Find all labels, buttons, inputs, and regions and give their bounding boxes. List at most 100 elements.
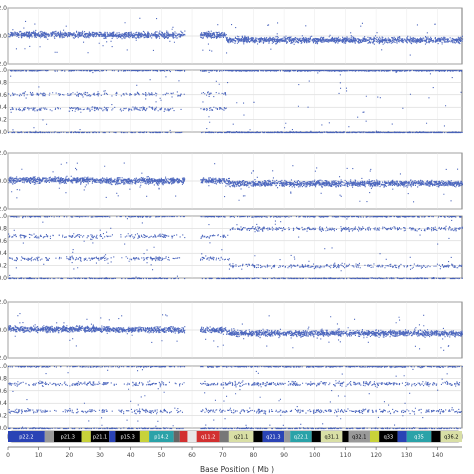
x-tick-label: 50 [158,452,166,459]
ideogram-band [179,431,188,442]
ideogram-band-label: p22.2 [19,435,33,441]
ideogram-band [54,431,82,442]
ideogram-band-label: q21.1 [234,435,248,441]
panel-frame [7,215,463,279]
y-tick-label: 1.0 [0,363,7,370]
panel-frame [7,365,463,429]
data-points [8,162,464,203]
panel-frame [7,69,463,133]
y-tick-label: 0.2 [0,413,7,420]
ideogram-band [109,431,116,442]
ideogram-band [311,431,321,442]
ideogram-band [284,431,291,442]
y-tick-label: 2.0 [0,299,7,306]
ideogram-band [44,431,55,442]
ideogram-band-label: q33 [384,435,394,441]
ideogram-band [90,431,110,442]
ideogram-band [290,431,312,442]
y-tick-label: 0.0 [0,129,7,136]
y-tick-label: 0.4 [0,250,7,257]
ideogram-band [149,431,174,442]
y-tick-label: 0.0 [0,327,7,334]
ideogram-band [187,431,197,442]
ideogram-band [320,431,343,442]
x-tick-label: 140 [432,452,444,459]
x-tick-label: 80 [250,452,258,459]
ideogram-band-label: q21.3 [266,435,280,441]
y-tick-label: 1.0 [0,67,7,74]
ideogram-band-label: p14.2 [154,435,168,441]
x-tick-label: 40 [127,452,135,459]
ideogram-band-label: q31.1 [324,435,338,441]
data-points [8,313,463,351]
ideogram-band [8,431,45,442]
ideogram-band [262,431,285,442]
ideogram-band [253,431,263,442]
x-tick-label: 60 [188,452,196,459]
lrr-panel: 2.0 0.0 -2.0 [0,5,464,68]
ideogram-band [431,431,441,442]
ideogram-band-label: q35 [414,435,424,441]
x-axis: 0 10 20 30 40 50 60 70 80 90 100 110 120 130 140 [6,446,462,459]
baf-panel: 1.0 0.8 0.6 0.4 0.2 0.0 [0,213,463,282]
ideogram-band [139,431,150,442]
ideogram-band-label: p15.3 [120,435,134,441]
y-tick-label: 0.8 [0,375,7,382]
ideogram-band [228,431,254,442]
x-tick-label: 10 [35,452,43,459]
ideogram-band [342,431,349,442]
chromosome-ideogram: p22.2 p21.3 p21.1 p15.3 p14.2 q11.2 q21.1 q21.3… [7,430,463,443]
x-tick-label: 130 [401,452,413,459]
x-tick-label: 0 [6,452,10,459]
panels-layer: 2.00.0-2.01.00.80.60.40.20.02.00.0-2.01.… [0,5,464,432]
ideogram-band [219,431,229,442]
ideogram-band [379,431,398,442]
x-tick-label: 110 [340,452,352,459]
baf-panel: 1.0 0.8 0.6 0.4 0.2 0.0 [0,363,463,432]
ideogram-band-label: p21.1 [93,435,107,441]
lrr-panel: 2.0 0.0 -2.0 [0,299,463,362]
ideogram-band [81,431,91,442]
ideogram-band [196,431,220,442]
y-tick-label: 2.0 [0,5,7,12]
y-tick-label: -2.0 [0,61,7,68]
ideogram-band [369,431,380,442]
y-tick-label: 2.0 [0,150,7,157]
ideogram-band [348,431,370,442]
ideogram-band-label: p21.3 [61,435,75,441]
ideogram-band [406,431,432,442]
y-tick-label: 0.0 [0,275,7,282]
ideogram-band [397,431,407,442]
x-tick-label: 90 [280,452,288,459]
y-tick-label: 0.6 [0,238,7,245]
x-tick-label: 30 [96,452,104,459]
baf-panel: 1.0 0.8 0.6 0.4 0.2 0.0 [0,67,463,136]
x-tick-label: 120 [370,452,382,459]
y-tick-label: 0.0 [0,425,7,432]
ideogram-band-label: q36.2 [444,435,458,441]
y-tick-label: 0.4 [0,104,7,111]
y-tick-label: -2.0 [0,355,7,362]
x-tick-label: 20 [66,452,74,459]
y-tick-label: 0.2 [0,263,7,270]
ideogram-band [440,431,462,442]
y-tick-label: 0.0 [0,178,7,185]
ideogram-band-label: q11.2 [201,435,215,441]
x-tick-label: 70 [219,452,227,459]
x-axis-title: Base Position ( Mb ) [200,465,274,474]
data-points [8,216,463,280]
y-tick-label: 0.6 [0,92,7,99]
y-tick-label: 0.4 [0,400,7,407]
ideogram-band-label: q32.1 [352,435,366,441]
y-tick-label: 0.6 [0,388,7,395]
y-tick-label: -2.0 [0,206,7,213]
y-tick-label: 0.8 [0,79,7,86]
ideogram-band-label: q22.1 [294,435,308,441]
x-tick-label: 100 [309,452,321,459]
y-tick-label: 0.8 [0,225,7,232]
ideogram-band [173,431,180,442]
data-points [8,17,464,56]
ideogram-band [115,431,140,442]
